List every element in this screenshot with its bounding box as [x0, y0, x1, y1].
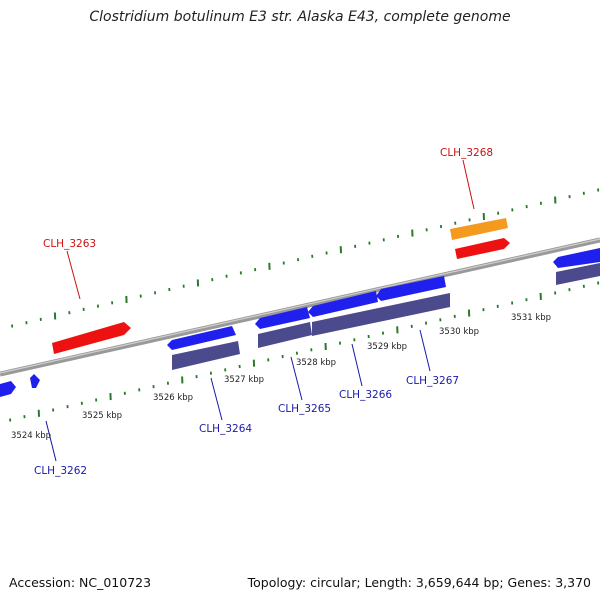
leader-clh-3263 [66, 250, 81, 300]
label-clh-3263[interactable]: CLH_3263 [43, 238, 96, 250]
scale-label-3527: 3527 kbp [224, 375, 264, 385]
gene-clh-3262-arrow-a[interactable] [0, 381, 16, 397]
cds-track-2 [258, 322, 312, 348]
label-clh-3268[interactable]: CLH_3268 [440, 147, 493, 159]
label-clh-3265[interactable]: CLH_3265 [278, 403, 331, 415]
gene-clh-3263-arrow[interactable] [52, 322, 131, 354]
leader-clh-3265 [290, 356, 303, 401]
scale-label-3531: 3531 kbp [511, 313, 551, 323]
label-clh-3266[interactable]: CLH_3266 [339, 389, 392, 401]
scale-label-3528: 3528 kbp [296, 358, 336, 368]
label-clh-3264[interactable]: CLH_3264 [199, 423, 252, 435]
scale-label-3526: 3526 kbp [153, 393, 193, 403]
label-clh-3262[interactable]: CLH_3262 [34, 465, 87, 477]
gene-right-edge-arrow[interactable] [553, 248, 600, 268]
scale-label-3530: 3530 kbp [439, 327, 479, 337]
leader-clh-3262 [45, 420, 57, 462]
label-clh-3267[interactable]: CLH_3267 [406, 375, 459, 387]
gene-clh-3268-arrow[interactable] [455, 238, 510, 259]
gene-clh-3267-arrow[interactable] [376, 276, 446, 301]
scale-label-3525: 3525 kbp [82, 411, 122, 421]
cds-track-3 [312, 293, 450, 336]
gene-clh-3262-arrow-b[interactable] [30, 374, 40, 388]
leader-clh-3264 [210, 377, 223, 421]
gene-clh-3264-arrow[interactable] [167, 326, 236, 350]
leader-clh-3267 [419, 329, 431, 372]
cds-track-1 [172, 341, 240, 370]
upper-tick-row [11, 188, 600, 328]
scale-label-3529: 3529 kbp [367, 342, 407, 352]
genome-summary: Topology: circular; Length: 3,659,644 bp… [247, 575, 591, 590]
lower-tick-row [9, 281, 600, 422]
orange-feature[interactable] [450, 218, 508, 240]
leader-clh-3268 [462, 159, 475, 210]
gene-clh-3265-arrow[interactable] [255, 307, 310, 329]
cds-track-4 [556, 263, 600, 285]
genome-backbone [0, 237, 600, 377]
leader-clh-3266 [351, 343, 363, 387]
scale-label-3524: 3524 kbp [11, 431, 51, 441]
gene-clh-3266-arrow[interactable] [308, 291, 378, 317]
accession-label: Accession: NC_010723 [9, 575, 152, 590]
genome-title: Clostridium botulinum E3 str. Alaska E43… [89, 9, 511, 25]
